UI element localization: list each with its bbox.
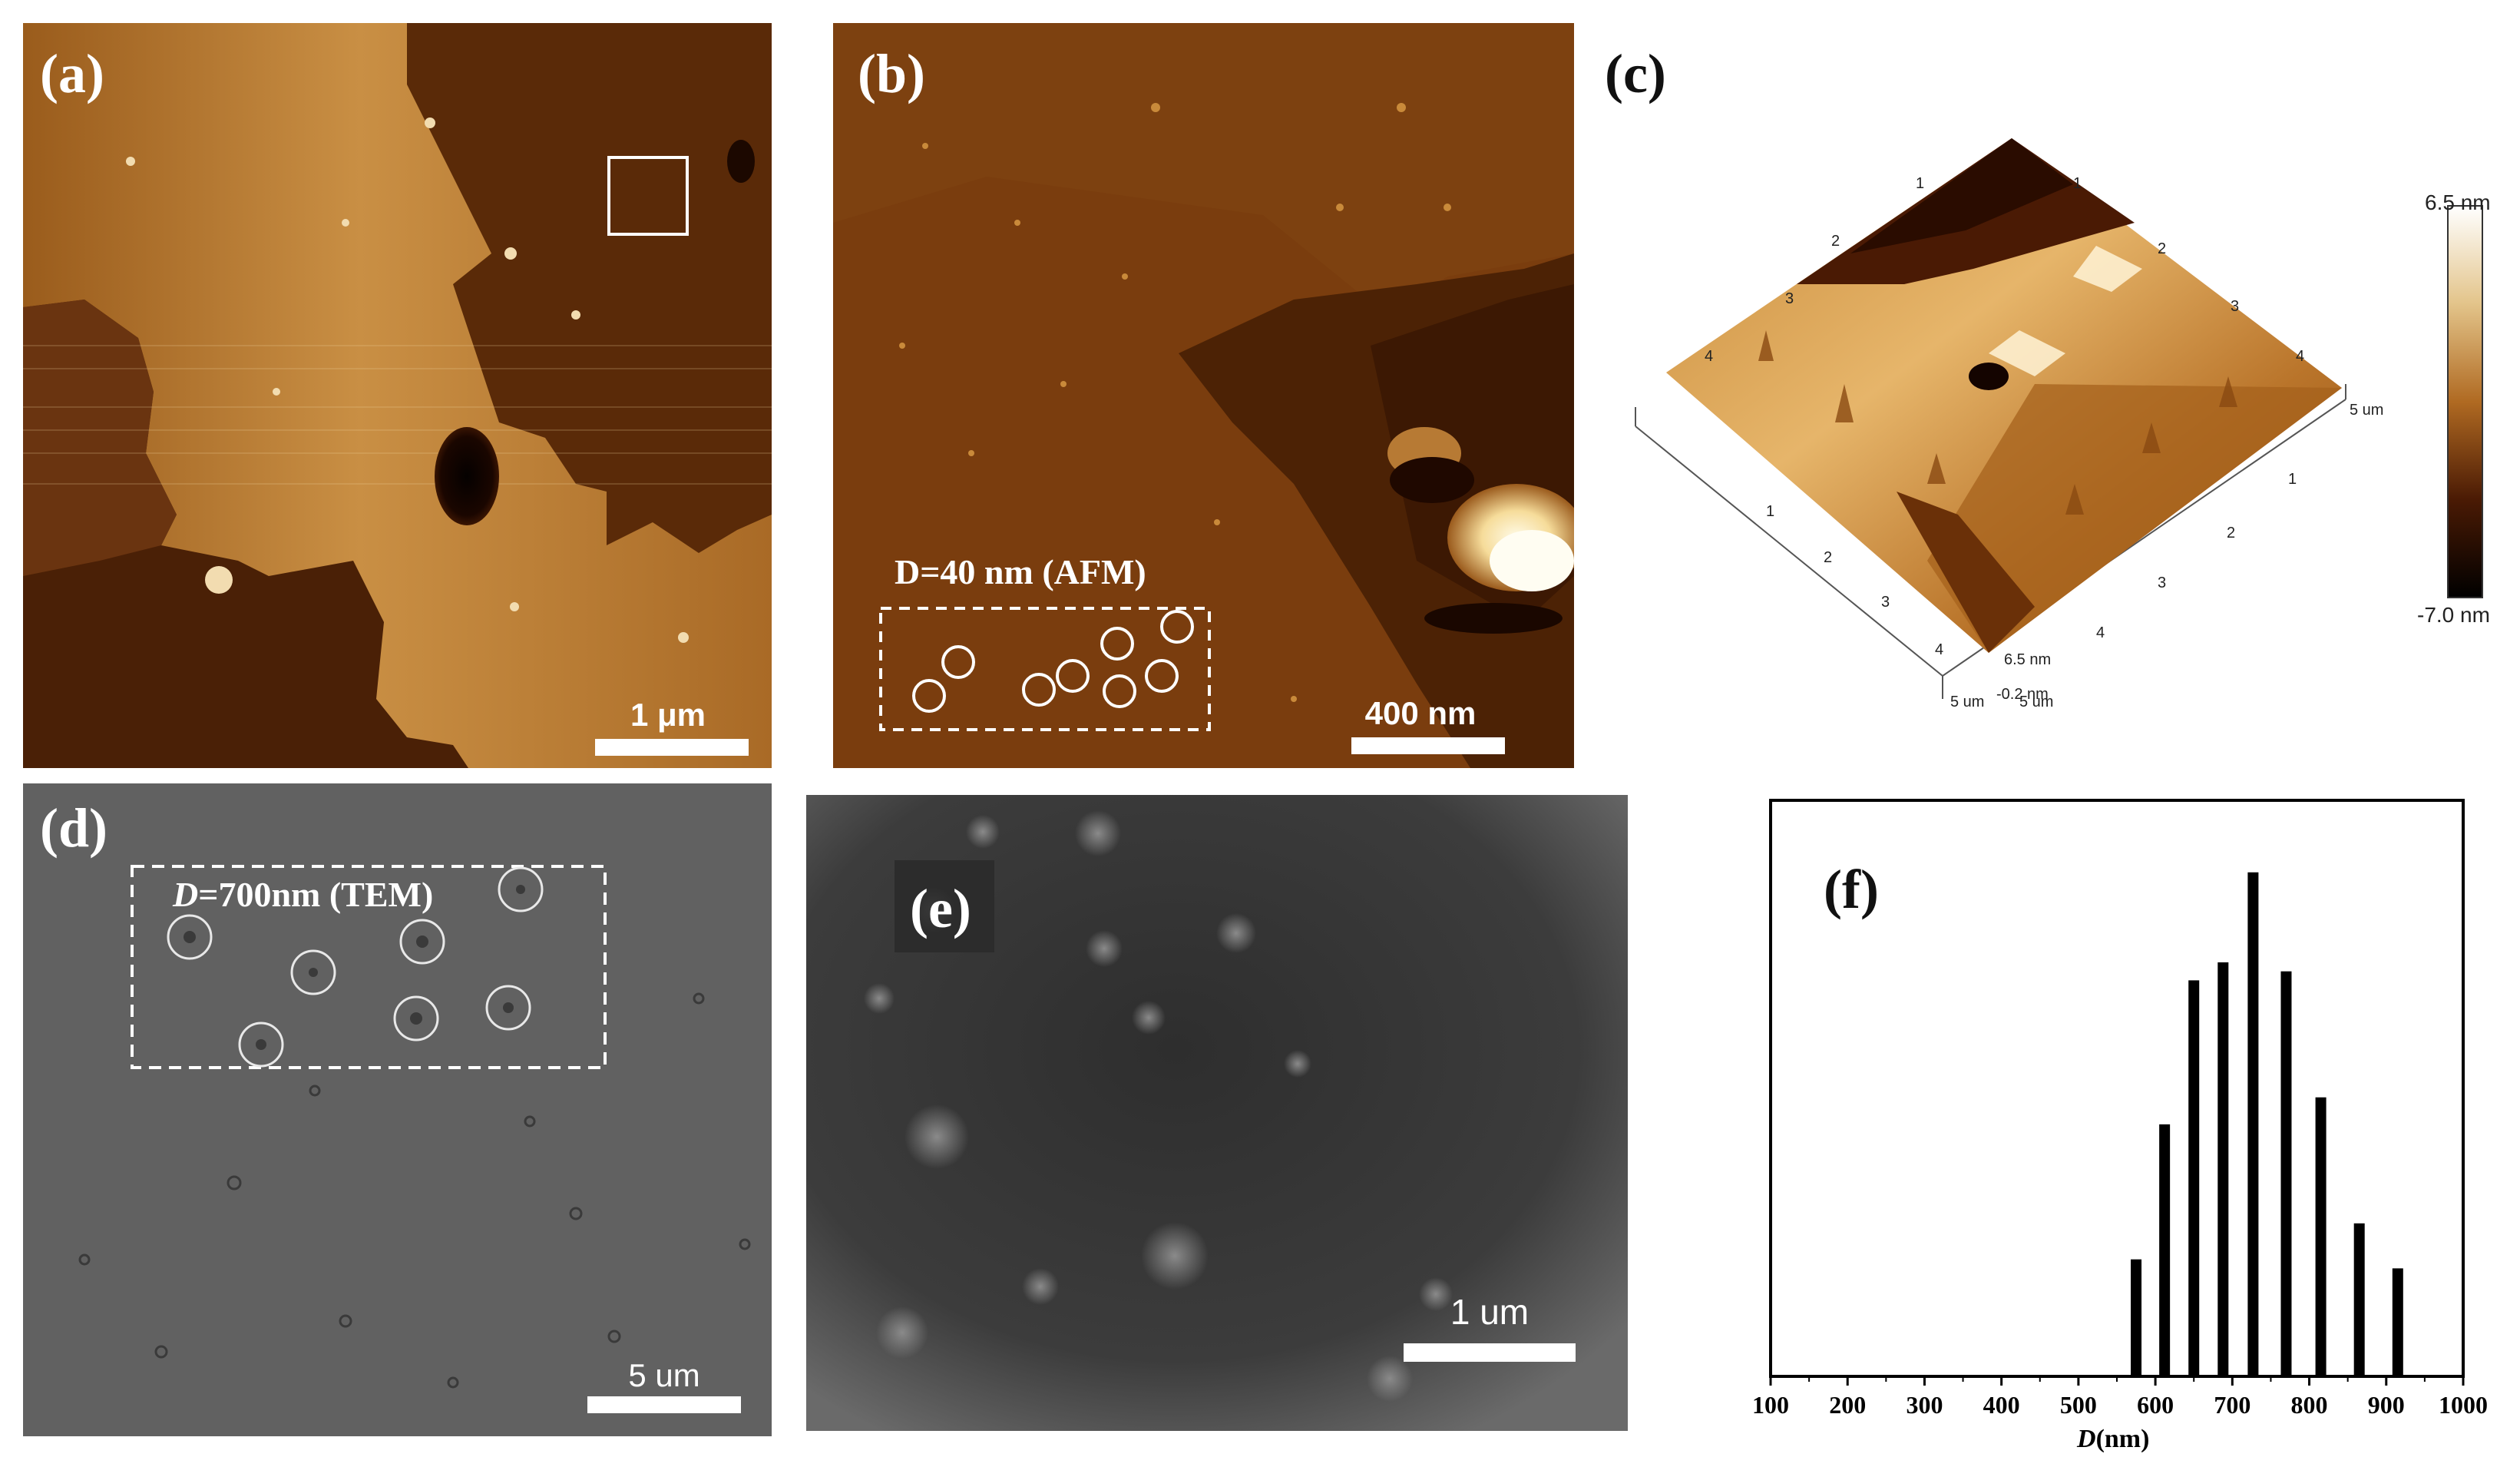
- panel-label-d: (d): [40, 797, 107, 859]
- histogram-bar: [2353, 1223, 2365, 1376]
- afm-3d-surface: 1 2 3 4 5 um 1 2 3 4 5 um 1 2 3 4 1 2 3 …: [1635, 138, 2483, 710]
- colorbar: [2447, 205, 2483, 598]
- afm-image-a: [23, 23, 772, 768]
- annotation-d: D=700nm (TEM): [173, 877, 433, 912]
- panel-b-afm-image: (b) D=40 nm (AFM) 400 nm: [833, 23, 1574, 768]
- histogram-bar: [2131, 1259, 2142, 1376]
- svg-text:5 um: 5 um: [1950, 694, 1984, 710]
- afm-image-b: [833, 23, 1574, 768]
- colorbar-min-label: -7.0 nm: [2417, 603, 2490, 627]
- svg-text:1: 1: [1766, 503, 1774, 520]
- svg-text:4: 4: [2096, 624, 2105, 641]
- svg-text:1: 1: [2288, 471, 2297, 488]
- svg-text:-0.2 nm: -0.2 nm: [1996, 686, 2049, 703]
- x-axis-title-unit: (nm): [2095, 1425, 2150, 1453]
- x-tick-label: 300: [1906, 1391, 1943, 1419]
- histogram-bar: [2188, 980, 2200, 1376]
- x-tick-label: 1000: [2439, 1391, 2488, 1419]
- particle-circles-d: [167, 866, 544, 1068]
- svg-text:4: 4: [2296, 348, 2304, 365]
- histogram-bar: [2280, 971, 2292, 1376]
- size-distribution-chart: 100 200 300 400 500 600 700 800 900 1000: [1752, 799, 2488, 1419]
- histogram-bar: [2392, 1268, 2403, 1376]
- svg-text:3: 3: [2158, 575, 2166, 591]
- svg-text:4: 4: [1705, 348, 1713, 365]
- svg-text:3: 3: [1881, 594, 1890, 611]
- scale-bar-label-e: 1 um: [1450, 1292, 1530, 1332]
- x-tick-label: 100: [1752, 1391, 1789, 1419]
- svg-text:2: 2: [2227, 525, 2235, 541]
- scale-bar-a: [595, 739, 749, 756]
- histogram-bar: [2315, 1097, 2327, 1376]
- scale-bar-b: [1351, 737, 1505, 754]
- sem-image-e: [806, 795, 1628, 1431]
- svg-text:2: 2: [1831, 233, 1840, 250]
- x-tick-label: 500: [2060, 1391, 2097, 1419]
- annotation-box-d: [131, 865, 607, 1069]
- svg-text:5 um: 5 um: [2350, 402, 2383, 419]
- panel-label-f: (f): [1824, 859, 1879, 920]
- x-tick-label: 200: [1829, 1391, 1866, 1419]
- svg-text:4: 4: [1935, 641, 1943, 658]
- panel-label-a: (a): [40, 43, 104, 104]
- svg-text:6.5 nm: 6.5 nm: [2004, 651, 2051, 668]
- x-tick-label: 600: [2137, 1391, 2174, 1419]
- x-axis-title-variable: D: [2077, 1425, 2096, 1453]
- svg-text:5 um: 5 um: [2019, 694, 2053, 710]
- svg-text:3: 3: [1785, 290, 1794, 307]
- scale-bar-label-d: 5 um: [628, 1357, 700, 1393]
- x-tick-label: 700: [2214, 1391, 2250, 1419]
- histogram-bar: [2159, 1124, 2171, 1376]
- svg-text:2: 2: [1824, 549, 1832, 566]
- x-tick-label: 800: [2291, 1391, 2328, 1419]
- tem-image-d: [23, 783, 772, 1436]
- scale-bar-e: [1404, 1343, 1576, 1362]
- axis-labels-3d: 1 2 3 4 5 um 1 2 3 4 5 um 1 2 3 4 1 2 3 …: [1705, 175, 2383, 710]
- colorbar-max-label: 6.5 nm: [2425, 190, 2491, 214]
- scale-bar-label-b: 400 nm: [1364, 695, 1477, 731]
- particle-circles-b: [912, 610, 1194, 713]
- x-axis-title: D(nm): [2077, 1425, 2149, 1454]
- annotation-b: D=40 nm (AFM): [895, 552, 1146, 591]
- x-tick-label: 900: [2368, 1391, 2405, 1419]
- selection-box: [607, 156, 689, 236]
- svg-text:3: 3: [2231, 298, 2239, 315]
- scale-bar-label-a: 1 μm: [630, 697, 706, 733]
- panel-f-histogram: 100 200 300 400 500 600 700 800 900 1000 (f) D(nm…: [1728, 791, 2520, 1467]
- panel-d-tem-image: (d) D=700nm (TEM) 5 um: [23, 783, 772, 1436]
- panel-label-b: (b): [858, 43, 925, 104]
- histogram-bar: [2217, 962, 2229, 1376]
- panel-label-e: (e): [910, 878, 971, 939]
- x-tick-label: 400: [1983, 1391, 2020, 1419]
- panel-c-3d-afm: 1 2 3 4 5 um 1 2 3 4 5 um 1 2 3 4 1 2 3 …: [1605, 23, 2520, 783]
- annotation-d-variable: D: [173, 875, 199, 914]
- annotation-box-b: [879, 607, 1211, 731]
- svg-text:1: 1: [1916, 175, 1924, 192]
- panel-label-c: (c): [1605, 43, 1666, 104]
- scale-bar-d: [587, 1396, 741, 1413]
- panel-e-sem-image: (e) 1 um: [806, 795, 1628, 1431]
- histogram-bar: [2247, 872, 2259, 1376]
- svg-text:2: 2: [2158, 240, 2166, 257]
- panel-a-afm-image: (a) 1 μm: [23, 23, 772, 768]
- svg-text:1: 1: [2073, 175, 2082, 192]
- annotation-d-text: =700nm (TEM): [198, 875, 434, 914]
